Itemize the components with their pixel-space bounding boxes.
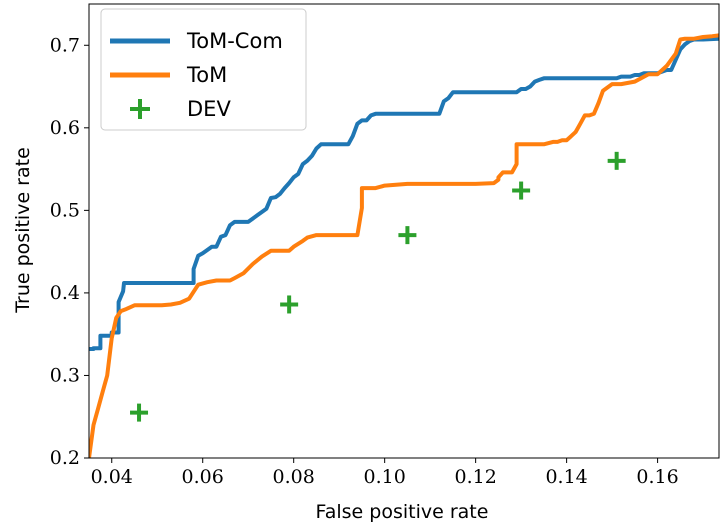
axes-border [88,3,720,459]
x-tick-label: 0.10 [364,466,406,488]
x-tick-label: 0.06 [182,466,224,488]
y-tick-label: 0.2 [50,447,80,469]
y-tick-label: 0.7 [50,34,80,56]
axes-frame [88,3,720,459]
y-tick-label: 0.3 [50,364,80,386]
data-point-dev [607,151,626,170]
x-tick-label: 0.16 [636,466,678,488]
x-tick-label: 0.14 [545,466,587,488]
series-layer [89,33,719,458]
data-point-dev [130,403,149,422]
data-point-dev [280,295,299,314]
ticks-layer: 0.04 0.06 0.08 0.10 0.12 0.14 0.16 0.2 0.3 0.4 0.5… [50,34,679,488]
series-line-tom [89,33,719,458]
x-tick-label: 0.08 [273,466,315,488]
y-tick-label: 0.4 [50,282,80,304]
x-tick-label: 0.12 [454,466,496,488]
series-line-tom-com [89,36,719,351]
legend-label-tom: ToM [186,63,227,87]
y-tick-label: 0.6 [50,117,80,139]
y-tick-label: 0.5 [50,199,80,221]
legend: ToM-Com ToM DEV [100,8,307,131]
legend-marker-dev [130,99,150,119]
x-tick-label: 0.04 [91,466,133,488]
data-point-dev [398,226,417,245]
x-axis-label: False positive rate [316,501,489,523]
y-axis-label: True positive rate [12,147,34,314]
legend-label-dev: DEV [187,97,231,121]
data-point-dev [512,181,531,200]
legend-label-tom-com: ToM-Com [186,29,283,53]
